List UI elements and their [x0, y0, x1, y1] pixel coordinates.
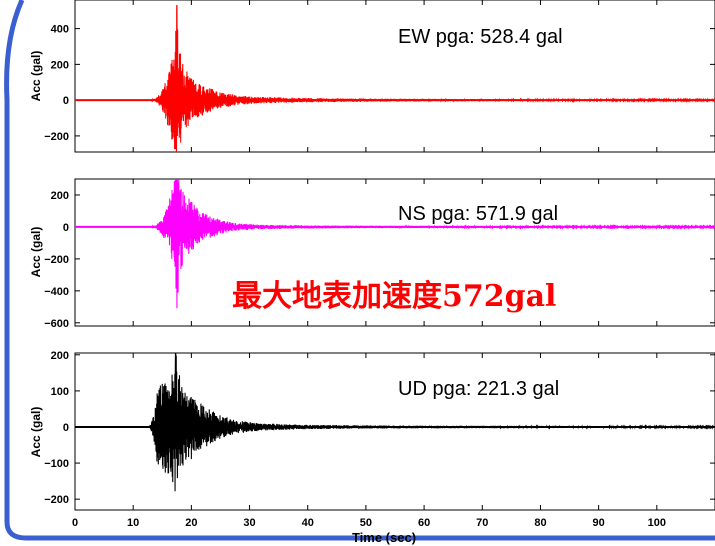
x-axis-label: Time (sec)	[352, 530, 416, 545]
ew-y-axis-label: Acc (gal)	[29, 51, 43, 102]
x-tick-label: 30	[243, 517, 255, 529]
x-tick-label: 0	[72, 517, 78, 529]
x-tick-label: 70	[476, 517, 488, 529]
blue-frame-decoration	[4, 0, 715, 541]
y-tick-label: −200	[44, 131, 69, 143]
y-tick-label: 100	[51, 386, 69, 398]
y-tick-label: −400	[44, 286, 69, 298]
y-tick-label: 0	[63, 95, 69, 107]
x-tick-label: 20	[185, 517, 197, 529]
panel-ns: −600 −400 −200 0 200 Acc (gal) NS pga: 571.9…	[29, 178, 715, 330]
ns-pga-label: NS pga: 571.9 gal	[398, 203, 558, 225]
ud-pga-label: UD pga: 221.3 gal	[398, 378, 559, 400]
x-tick-label: 10	[127, 517, 139, 529]
x-tick-label: 50	[360, 517, 372, 529]
y-tick-label: 0	[63, 222, 69, 234]
y-tick-label: 200	[51, 190, 69, 202]
panel-ud: −200 −100 0 100 200 0 10 20 30 40 50 60 70 80 90 100 A…	[29, 350, 715, 545]
x-tick-label: 80	[534, 517, 546, 529]
y-tick-label: 200	[51, 350, 69, 362]
x-tick-label: 90	[593, 517, 605, 529]
y-tick-label: 200	[51, 59, 69, 71]
y-tick-label: 0	[63, 422, 69, 434]
ew-axis-ticks	[74, 0, 715, 152]
ud-y-tick-labels: −200 −100 0 100 200	[44, 350, 69, 506]
ns-y-tick-labels: −600 −400 −200 0 200	[44, 190, 69, 330]
y-tick-label: −200	[44, 494, 69, 506]
y-tick-label: −600	[44, 318, 69, 330]
ns-y-axis-label: Acc (gal)	[29, 227, 43, 278]
ud-x-tick-labels: 0 10 20 30 40 50 60 70 80 90 100	[72, 517, 666, 529]
x-tick-label: 60	[418, 517, 430, 529]
y-tick-label: −100	[44, 458, 69, 470]
x-tick-label: 100	[648, 517, 666, 529]
ew-y-tick-labels: −200 0 200 400	[44, 24, 69, 143]
max-pga-annotation: 最大地表加速度572gal	[232, 279, 556, 314]
y-tick-label: 400	[51, 24, 69, 36]
y-tick-label: −200	[44, 254, 69, 266]
x-tick-label: 40	[302, 517, 314, 529]
ew-pga-label: EW pga: 528.4 gal	[398, 26, 563, 48]
ud-y-axis-label: Acc (gal)	[29, 407, 43, 458]
panel-ew: −200 0 200 400 Acc (gal) EW pga: 528.4 gal	[29, 0, 715, 153]
